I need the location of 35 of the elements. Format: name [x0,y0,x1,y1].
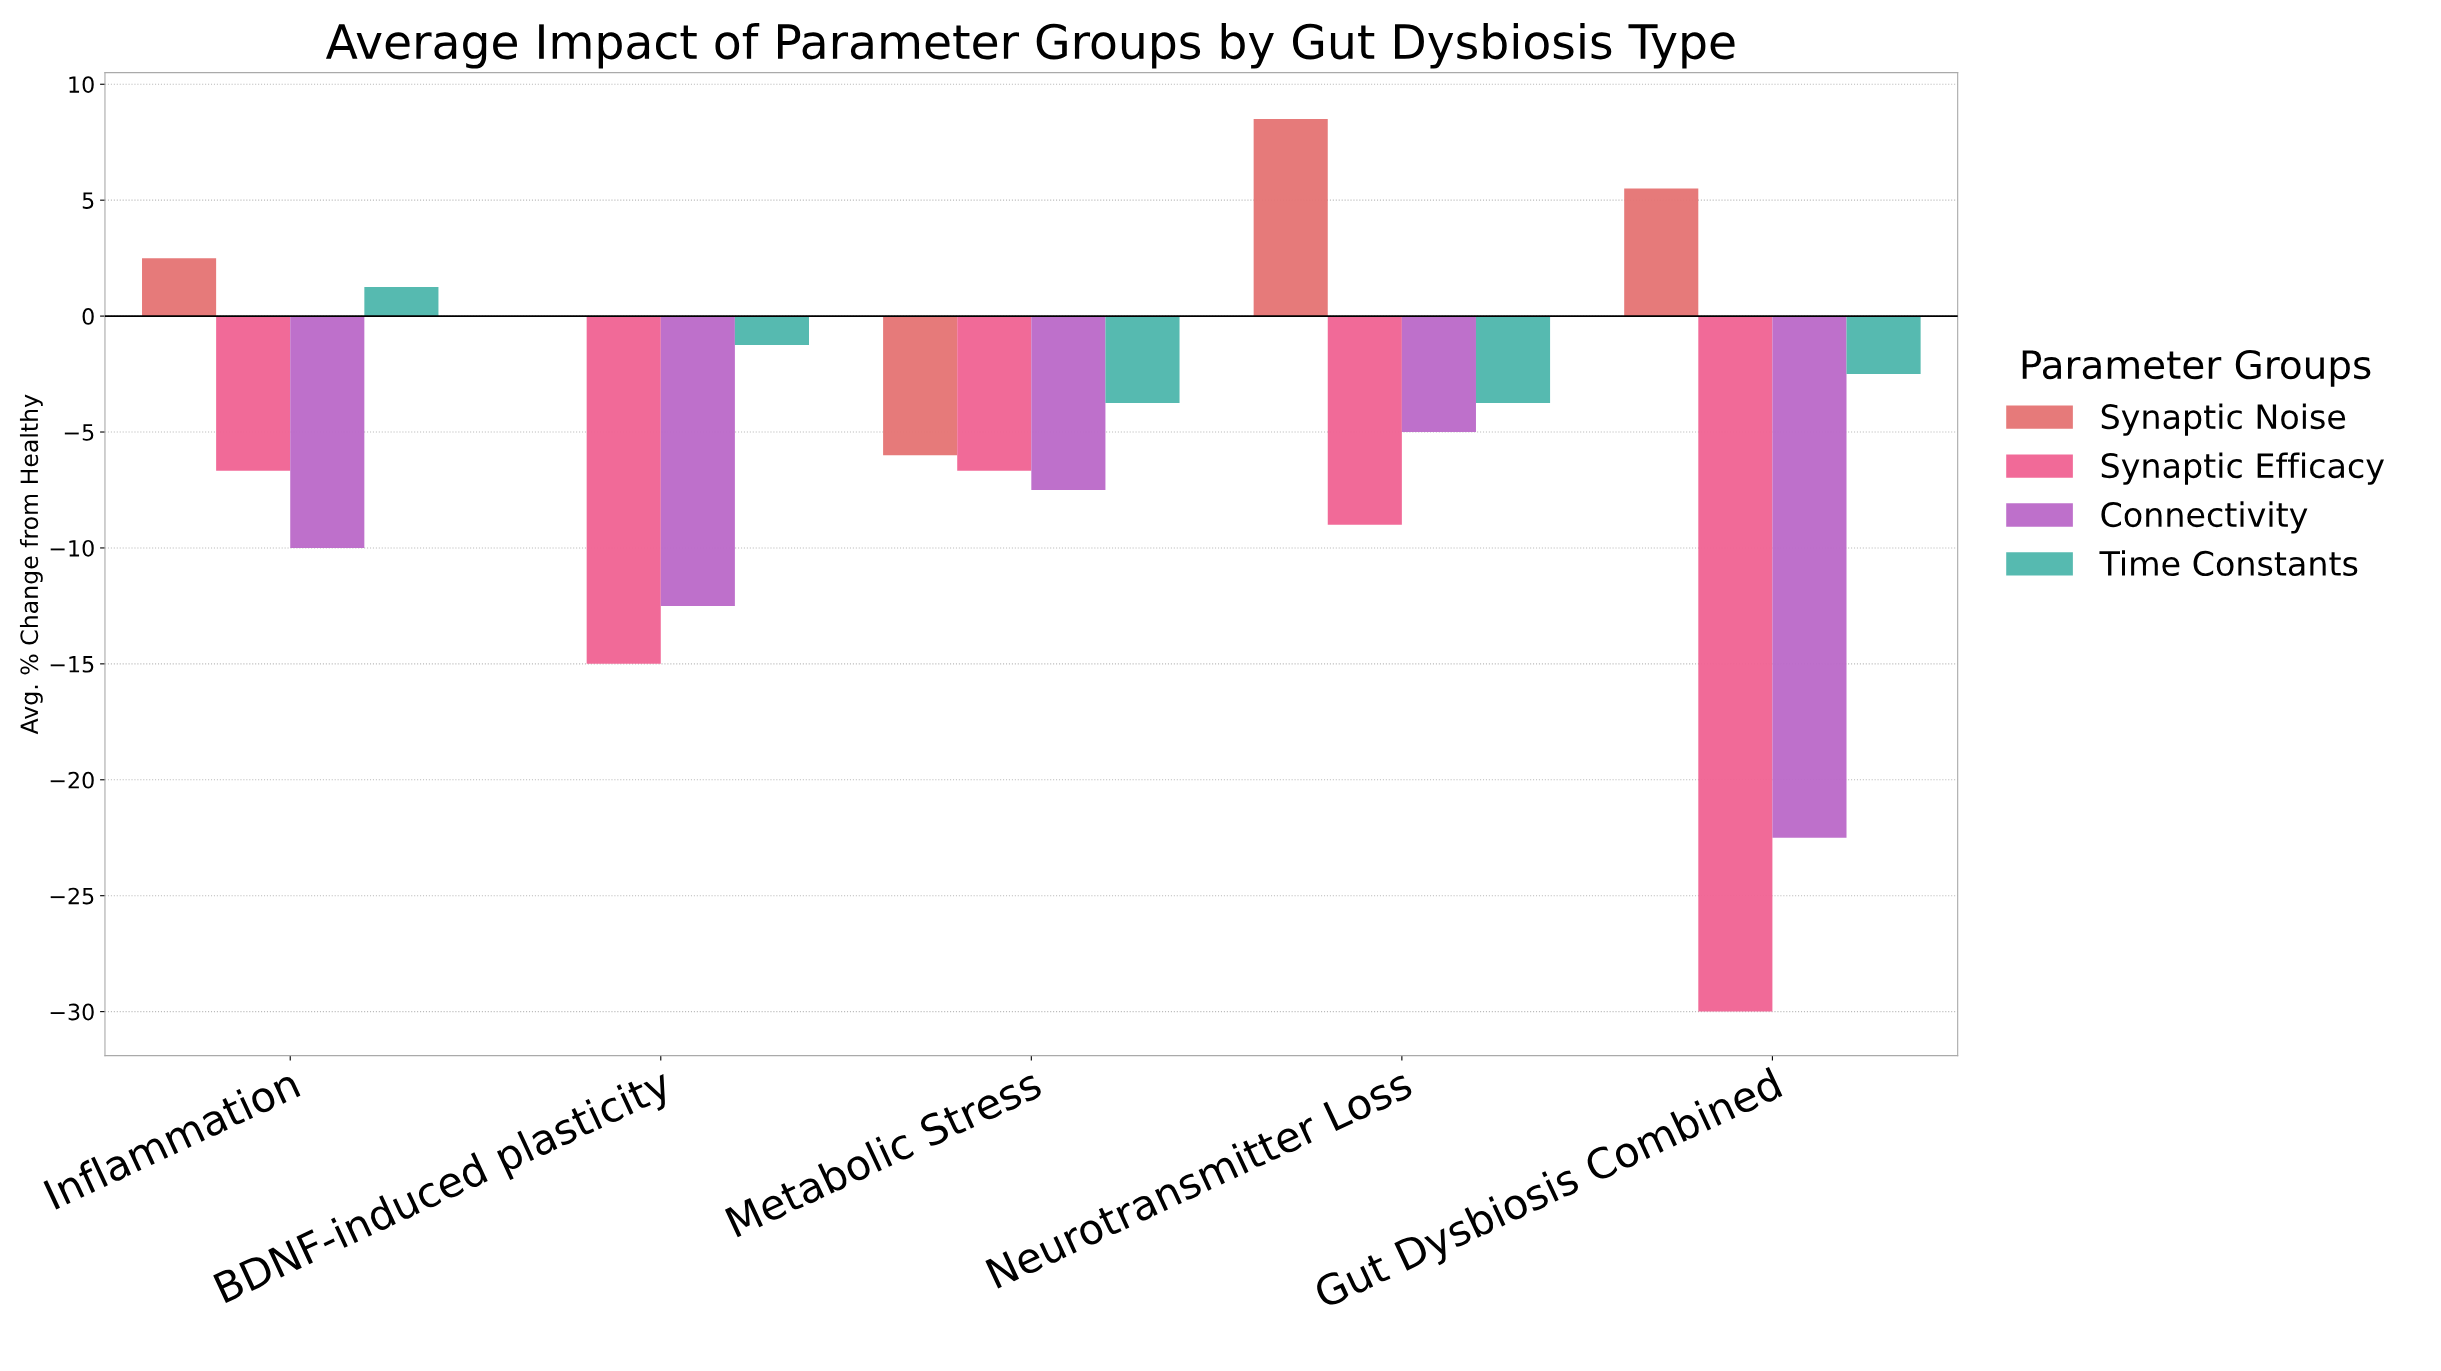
bar [1624,188,1699,317]
bar [1327,316,1402,525]
bar [1105,316,1180,404]
bar [364,287,439,317]
bar [734,316,809,346]
legend-label: Synaptic Efficacy [2101,452,2384,485]
bar [1253,119,1328,317]
bar [660,316,735,606]
legend-label: Synaptic Noise [2101,403,2346,436]
legend-title: Parameter Groups [2022,349,2371,387]
y-tick-label: −5 [64,424,94,441]
y-tick-label: −25 [50,887,94,905]
bar [957,316,1032,471]
bar [1846,316,1921,375]
y-tick-label: −10 [50,539,94,557]
bar [1772,316,1847,838]
bar [1401,316,1476,433]
bar [883,316,958,456]
legend-label: Connectivity [2101,501,2308,534]
bar [586,316,661,664]
y-tick-label: 5 [82,192,94,209]
bar [290,316,365,548]
y-tick-label: −30 [50,1003,94,1021]
y-tick-label: 0 [82,308,94,325]
y-tick-label: 10 [69,76,94,94]
legend-label: Time Constants [2099,550,2358,577]
bar [1475,316,1551,404]
chart-title: Average Impact of Parameter Groups by Gut Dysbiosis Type [325,22,1735,69]
y-tick-label: −20 [50,771,94,789]
bar [1698,316,1773,1012]
bar [142,258,217,317]
bar [216,316,291,471]
bar [1031,316,1106,490]
y-axis-title: Avg. % Change from Healthy [19,394,43,735]
y-tick-label: −15 [50,656,94,673]
